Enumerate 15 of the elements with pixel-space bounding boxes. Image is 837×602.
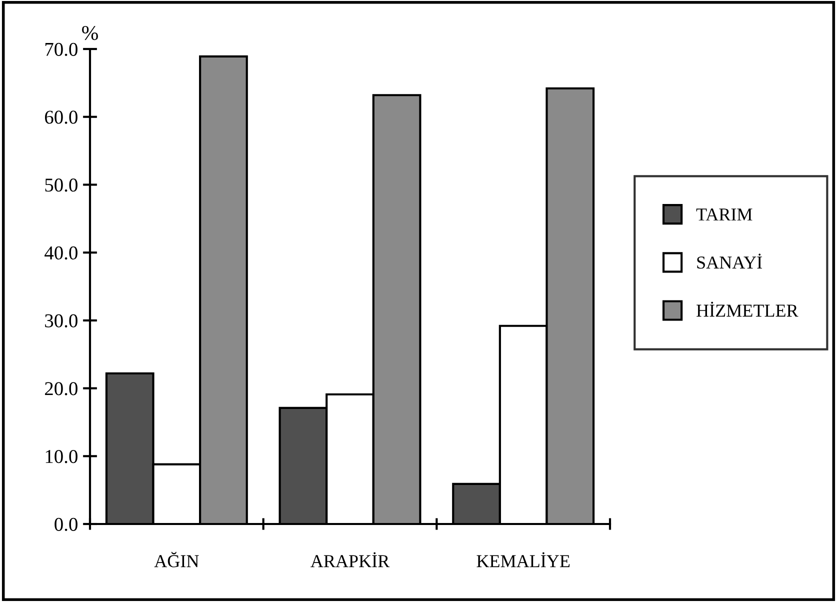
y-tick-label: 70.0 [45,42,78,56]
x-tick-label: ARAPKİR [310,552,390,568]
x-tick-label: AĞIN [154,552,199,568]
y-tick-label: 20.0 [45,382,78,396]
legend-label: SANAYİ [697,254,762,269]
y-tick-label: 0.0 [54,518,78,532]
y-axis-title: % [82,26,98,40]
legend-label: TARIM [696,208,752,220]
y-tick-label: 60.0 [45,110,78,124]
y-tick-label: 10.0 [46,450,78,464]
legend-label: HİZMETLER [696,302,798,317]
y-tick-label: 50.0 [45,178,78,192]
y-tick-label: 40.0 [44,246,78,260]
y-tick-label: 30.0 [45,314,78,328]
x-tick-label: KEMALİYE [476,552,570,568]
